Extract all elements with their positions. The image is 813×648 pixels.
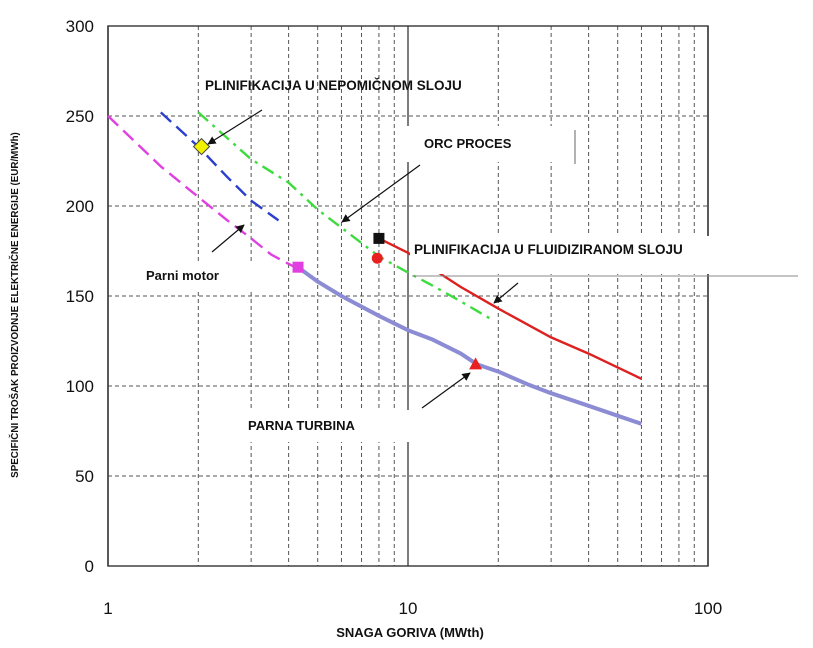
annotation-arrows xyxy=(207,109,519,409)
y-tick-label: 250 xyxy=(66,107,94,126)
series-line-2 xyxy=(197,111,493,321)
y-tick-label: 200 xyxy=(66,197,94,216)
arrow-nepomicnom xyxy=(207,109,263,145)
y-tick-label: 150 xyxy=(66,287,94,306)
series-marker-0 xyxy=(292,261,304,273)
annotation-parna-turbina-box xyxy=(236,410,412,442)
series-marker-4 xyxy=(469,357,483,370)
y-axis-label: SPECIFIČNI TROŠAK PROIZVODNJE ELEKTRIČNE… xyxy=(9,132,21,478)
annotation-parna-turbina: PARNA TURBINA xyxy=(248,418,355,433)
x-tick-label: 100 xyxy=(694,599,722,618)
series-lines xyxy=(107,111,643,426)
y-tick-label: 100 xyxy=(66,377,94,396)
series-line-0 xyxy=(107,115,296,269)
series-line-1 xyxy=(159,111,280,222)
x-tick-label: 10 xyxy=(399,599,418,618)
plot-frame xyxy=(107,25,709,567)
series-marker-2 xyxy=(371,252,383,264)
annotation-orc-box xyxy=(407,126,575,162)
annotation-orc: ORC PROCES xyxy=(424,136,512,151)
series-markers xyxy=(192,137,483,370)
y-tick-label: 300 xyxy=(66,17,94,36)
series-marker-3 xyxy=(373,232,385,244)
arrow-fluidiziranom xyxy=(493,282,519,304)
arrow-orc xyxy=(341,164,421,223)
annotation-parni-motor: Parni motor xyxy=(146,268,219,283)
arrow-parni-motor xyxy=(211,224,245,253)
grid xyxy=(107,25,709,567)
tick-labels: 0 50 100 150 200 250 300 1 10 100 xyxy=(66,17,723,618)
annotation-fluidiziranom: PLINIFIKACIJA U FLUIDIZIRANOM SLOJU xyxy=(414,242,683,257)
y-tick-label: 0 xyxy=(85,557,94,576)
annotation-fluidiziranom-box xyxy=(410,236,798,274)
series-line-4 xyxy=(296,265,643,426)
arrow-parna-turbina xyxy=(421,372,471,409)
y-tick-label: 50 xyxy=(75,467,94,486)
annotation-nepomicnom: PLINIFIKACIJA U NEPOMIČNOM SLOJU xyxy=(205,78,462,93)
x-axis-label: SNAGA GORIVA (MWth) xyxy=(336,625,484,640)
series-line-3 xyxy=(378,237,642,380)
x-tick-label: 1 xyxy=(103,599,112,618)
series-marker-1 xyxy=(192,137,211,156)
annotation-parni-motor-box xyxy=(138,262,256,290)
